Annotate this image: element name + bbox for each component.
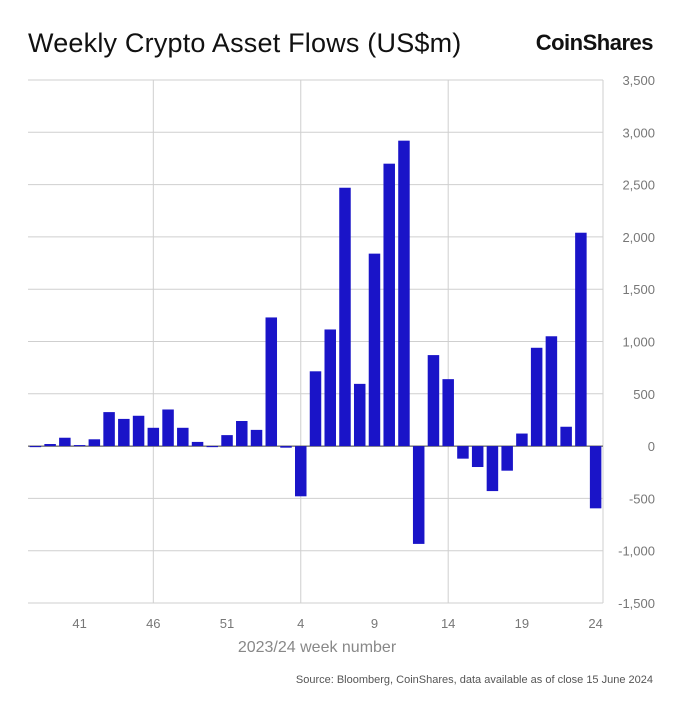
bar bbox=[501, 446, 513, 471]
bar bbox=[589, 446, 602, 509]
bar bbox=[162, 409, 174, 447]
x-tick-label: 19 bbox=[515, 616, 529, 631]
x-tick-label: 4 bbox=[297, 616, 304, 631]
x-tick-label: 46 bbox=[146, 616, 160, 631]
y-tick-label: -1,000 bbox=[618, 544, 655, 559]
bar bbox=[250, 429, 263, 447]
bar bbox=[118, 418, 130, 447]
y-tick-label: 500 bbox=[633, 387, 655, 402]
bar bbox=[73, 445, 86, 447]
bars bbox=[29, 140, 602, 544]
bar bbox=[147, 427, 160, 447]
y-tick-label: -1,500 bbox=[618, 596, 655, 611]
bar bbox=[530, 347, 543, 447]
x-axis-title: 2023/24 week number bbox=[238, 639, 397, 656]
y-tick-label: 3,000 bbox=[622, 125, 655, 140]
bar bbox=[103, 412, 115, 447]
bar bbox=[560, 426, 572, 447]
y-tick-label: -500 bbox=[629, 491, 655, 506]
bar bbox=[516, 433, 528, 447]
bar bbox=[221, 435, 233, 447]
x-tick-label: 24 bbox=[588, 616, 602, 631]
bar bbox=[398, 140, 410, 447]
y-tick-label: 0 bbox=[648, 439, 655, 454]
x-tick-label: 51 bbox=[220, 616, 234, 631]
bar bbox=[339, 187, 351, 447]
bar bbox=[412, 446, 425, 544]
axis-labels: 3,500 3,000 2,500 2,000 1,500 1,000 500 0 -500 -1… bbox=[72, 73, 655, 631]
bar bbox=[545, 336, 558, 447]
bar bbox=[29, 446, 42, 448]
bar bbox=[575, 232, 587, 447]
x-tick-label: 41 bbox=[72, 616, 86, 631]
y-tick-label: 3,500 bbox=[622, 73, 655, 88]
bar bbox=[309, 371, 322, 447]
bar bbox=[59, 437, 71, 447]
coinshares-logo: CoinShares bbox=[535, 30, 654, 55]
bar bbox=[353, 383, 366, 447]
bar bbox=[471, 446, 484, 468]
bar bbox=[206, 446, 219, 448]
x-tick-label: 9 bbox=[371, 616, 378, 631]
bar bbox=[442, 379, 454, 447]
bar bbox=[457, 446, 469, 459]
y-tick-label: 1,500 bbox=[622, 282, 655, 297]
grid-lines bbox=[28, 79, 604, 604]
chart-title: Weekly Crypto Asset Flows (US$m) bbox=[28, 28, 462, 58]
bar bbox=[44, 444, 56, 447]
bar bbox=[132, 415, 145, 447]
bar bbox=[177, 427, 189, 447]
bar bbox=[427, 355, 440, 447]
bar bbox=[324, 329, 336, 447]
y-tick-label: 2,000 bbox=[622, 230, 655, 245]
bar bbox=[88, 439, 101, 447]
y-tick-label: 2,500 bbox=[622, 178, 655, 193]
bar bbox=[280, 446, 292, 448]
x-tick-label: 14 bbox=[441, 616, 455, 631]
bar bbox=[236, 420, 248, 447]
bar bbox=[265, 317, 278, 447]
bar bbox=[191, 441, 204, 447]
bar bbox=[295, 446, 307, 497]
y-tick-label: 1,000 bbox=[622, 335, 655, 350]
bar bbox=[383, 163, 395, 447]
bar bbox=[486, 446, 499, 492]
bar bbox=[368, 253, 381, 447]
source-note: Source: Bloomberg, CoinShares, data avai… bbox=[295, 674, 653, 686]
